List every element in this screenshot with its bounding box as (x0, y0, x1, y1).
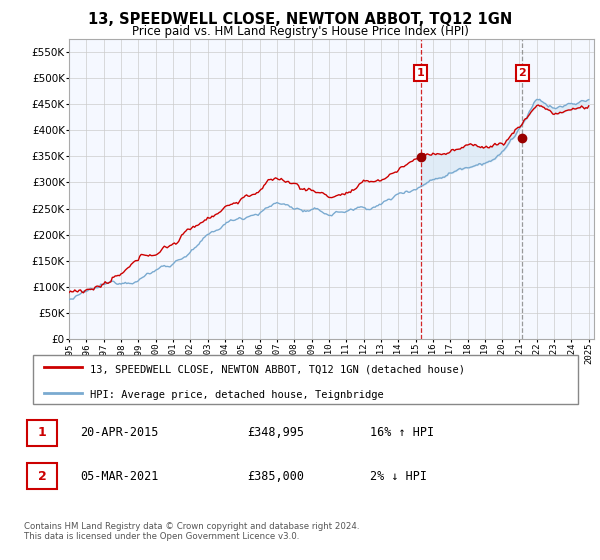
Text: 13, SPEEDWELL CLOSE, NEWTON ABBOT, TQ12 1GN: 13, SPEEDWELL CLOSE, NEWTON ABBOT, TQ12 … (88, 12, 512, 27)
Text: 2% ↓ HPI: 2% ↓ HPI (370, 470, 427, 483)
FancyBboxPatch shape (27, 463, 58, 489)
Text: 13, SPEEDWELL CLOSE, NEWTON ABBOT, TQ12 1GN (detached house): 13, SPEEDWELL CLOSE, NEWTON ABBOT, TQ12 … (89, 365, 464, 375)
Text: 2: 2 (518, 68, 526, 78)
Text: Price paid vs. HM Land Registry's House Price Index (HPI): Price paid vs. HM Land Registry's House … (131, 25, 469, 38)
Text: 1: 1 (416, 68, 424, 78)
FancyBboxPatch shape (27, 420, 58, 446)
Text: £348,995: £348,995 (247, 426, 304, 440)
Text: 16% ↑ HPI: 16% ↑ HPI (370, 426, 434, 440)
Text: 20-APR-2015: 20-APR-2015 (80, 426, 158, 440)
Text: £385,000: £385,000 (247, 470, 304, 483)
Text: 1: 1 (38, 426, 47, 440)
Text: Contains HM Land Registry data © Crown copyright and database right 2024.
This d: Contains HM Land Registry data © Crown c… (24, 522, 359, 542)
Text: 05-MAR-2021: 05-MAR-2021 (80, 470, 158, 483)
Text: HPI: Average price, detached house, Teignbridge: HPI: Average price, detached house, Teig… (89, 390, 383, 400)
FancyBboxPatch shape (33, 355, 578, 404)
Text: 2: 2 (38, 470, 47, 483)
